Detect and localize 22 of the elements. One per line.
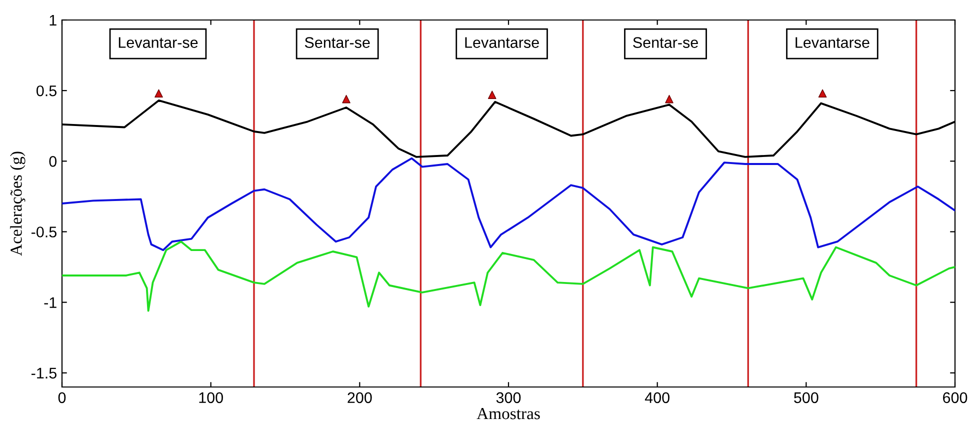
line-series (62, 157, 955, 252)
x-axis-title: Amostras (476, 408, 540, 420)
y-tick-label: -0.5 (31, 226, 56, 238)
x-tick-label: 0 (58, 392, 66, 404)
annotation: Sentar-se (633, 37, 698, 48)
annotation: Levantarse (796, 37, 870, 48)
y-tick-label: 1 (50, 15, 56, 26)
line-series (62, 240, 955, 312)
x-tick-label: 100 (199, 392, 223, 404)
y-tick-label: -1.5 (31, 368, 56, 379)
x-tick-label: 400 (644, 392, 670, 404)
y-tick-label: 0 (49, 156, 57, 167)
annotation: Sentar-se (304, 37, 370, 48)
x-tick-label: 600 (943, 392, 968, 404)
y-axis-title: Acelerações (g) (10, 152, 26, 256)
x-tick-label: 500 (794, 392, 818, 404)
annotation: Levantarse (465, 37, 539, 48)
x-tick-label: 300 (496, 392, 521, 404)
y-tick-label: 0.5 (36, 85, 56, 96)
annotation: Levantar-se (118, 37, 198, 48)
y-tick-label: -1 (44, 297, 56, 308)
x-tick-label: 200 (348, 392, 372, 404)
